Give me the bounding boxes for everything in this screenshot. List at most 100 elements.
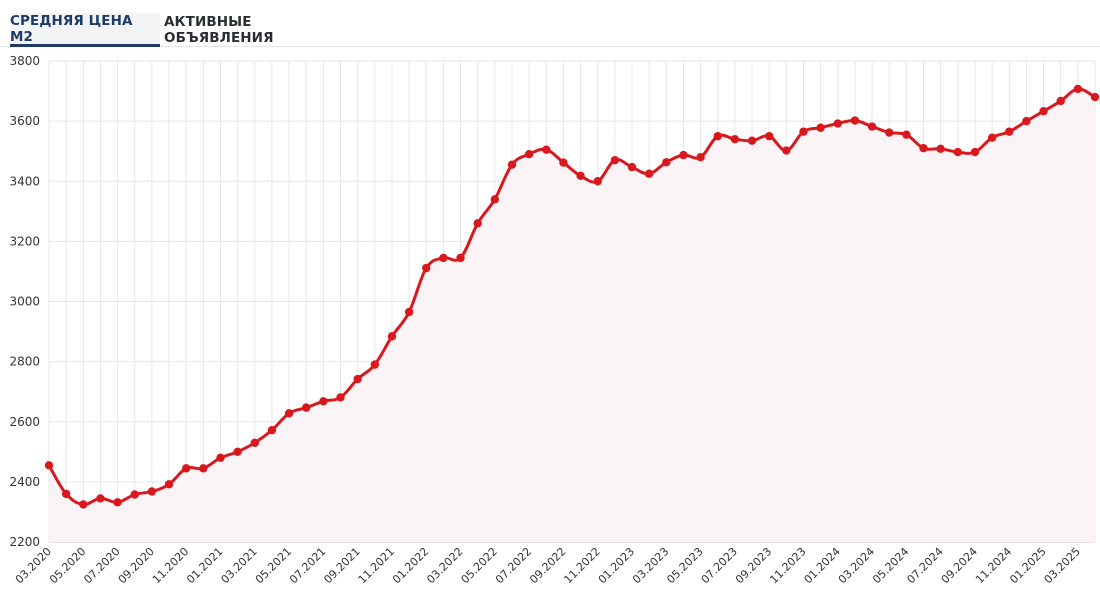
price-line-chart: 2200 2400 2600 2800 3000 3200 3400 3600 3800 03.… (9, 54, 1100, 586)
data-point (953, 147, 963, 157)
tab-active-listings[interactable]: АКТИВНЫЕ ОБЪЯВЛЕНИЯ (164, 14, 274, 46)
x-tick-label: 01.2024 (802, 545, 843, 586)
data-point (799, 127, 808, 136)
x-tick-label: 09.2022 (527, 545, 568, 586)
data-point (764, 131, 774, 141)
x-tick-label: 01.2022 (390, 545, 431, 586)
data-point (336, 393, 345, 402)
data-point (1073, 84, 1083, 94)
data-point (284, 409, 294, 418)
y-tick-label: 3800 (9, 54, 40, 68)
x-tick-label: 07.2024 (904, 545, 945, 586)
data-point (919, 143, 928, 153)
y-tick-label: 3600 (9, 114, 40, 128)
x-tick-label: 03.2022 (424, 545, 465, 586)
x-tick-label: 05.2024 (870, 545, 911, 586)
data-point (696, 153, 705, 162)
data-point (662, 158, 671, 167)
y-tick-label: 3200 (9, 234, 40, 248)
chart-points (44, 84, 1100, 509)
x-tick-label: 03.2021 (219, 545, 260, 586)
y-tick-label: 2600 (9, 415, 40, 429)
data-point (610, 156, 620, 165)
x-tick-label: 09.2020 (116, 545, 157, 586)
x-tick-label: 09.2023 (733, 545, 774, 586)
x-tick-label: 01.2025 (1007, 545, 1048, 586)
data-point (987, 133, 997, 142)
data-point (936, 144, 945, 153)
data-point (319, 397, 328, 406)
data-point (644, 169, 654, 178)
x-tick-label: 11.2024 (973, 545, 1014, 586)
y-tick-label: 2400 (9, 475, 40, 489)
data-point (370, 360, 380, 369)
x-tick-label: 05.2022 (459, 545, 500, 586)
x-axis-ticks: 03.202005.202007.202009.202011.202001.20… (13, 545, 1083, 586)
data-point (747, 136, 757, 145)
x-tick-label: 05.2020 (47, 545, 88, 586)
area-fill (49, 88, 1095, 542)
y-axis-ticks: 2200 2400 2600 2800 3000 3200 3400 3600 3800 (9, 54, 40, 549)
data-point (233, 447, 242, 457)
data-point (833, 119, 842, 128)
data-point (1039, 107, 1048, 116)
y-tick-label: 3400 (9, 174, 40, 188)
x-tick-label: 11.2022 (561, 545, 602, 586)
data-point (490, 195, 500, 204)
y-tick-label: 2200 (9, 535, 40, 549)
x-tick-label: 03.2020 (13, 545, 54, 586)
x-tick-label: 11.2023 (767, 545, 808, 586)
data-point (507, 160, 517, 169)
x-tick-label: 03.2023 (630, 545, 671, 586)
x-tick-label: 05.2021 (253, 545, 294, 586)
data-point (216, 453, 225, 463)
x-tick-label: 09.2021 (321, 545, 362, 586)
data-point (473, 219, 482, 228)
x-tick-label: 03.2025 (1042, 545, 1083, 586)
tab-bar: СРЕДНЯЯ ЦЕНА М2 АКТИВНЫЕ ОБЪЯВЛЕНИЯ (0, 0, 1100, 47)
x-tick-label: 07.2022 (493, 545, 534, 586)
data-point (404, 307, 414, 317)
data-point (164, 480, 174, 489)
data-point (679, 150, 688, 160)
data-point (79, 500, 88, 509)
data-point (559, 158, 568, 167)
data-point (902, 130, 911, 139)
data-point (44, 461, 54, 470)
x-tick-label: 09.2024 (939, 545, 980, 586)
data-point (627, 162, 637, 172)
data-point (867, 122, 877, 131)
data-point (302, 403, 311, 412)
x-tick-label: 07.2020 (81, 545, 122, 586)
data-point (113, 498, 122, 507)
data-point (542, 145, 551, 154)
data-point (782, 146, 791, 155)
x-tick-label: 01.2023 (596, 545, 637, 586)
chart-area-fill (49, 88, 1095, 542)
data-point (816, 123, 825, 132)
data-point (199, 464, 208, 473)
tab-average-price[interactable]: СРЕДНЯЯ ЦЕНА М2 (10, 13, 160, 47)
data-point (576, 171, 585, 181)
data-point (456, 253, 465, 263)
x-tick-label: 11.2020 (150, 545, 191, 586)
x-tick-label: 01.2021 (184, 545, 225, 586)
data-point (250, 438, 259, 447)
data-point (970, 147, 980, 157)
data-point (353, 374, 362, 384)
data-point (850, 116, 860, 125)
x-tick-label: 03.2024 (836, 545, 877, 586)
data-point (730, 134, 740, 144)
data-point (61, 489, 71, 499)
x-tick-label: 07.2023 (699, 545, 740, 586)
x-tick-label: 07.2021 (287, 545, 328, 586)
data-point (181, 464, 191, 473)
data-point (1090, 92, 1100, 102)
data-point (1005, 127, 1014, 136)
data-point (1056, 96, 1065, 106)
data-point (885, 128, 894, 137)
data-point (593, 177, 602, 186)
x-tick-label: 11.2021 (356, 545, 397, 586)
data-point (422, 263, 431, 273)
data-point (147, 487, 157, 496)
